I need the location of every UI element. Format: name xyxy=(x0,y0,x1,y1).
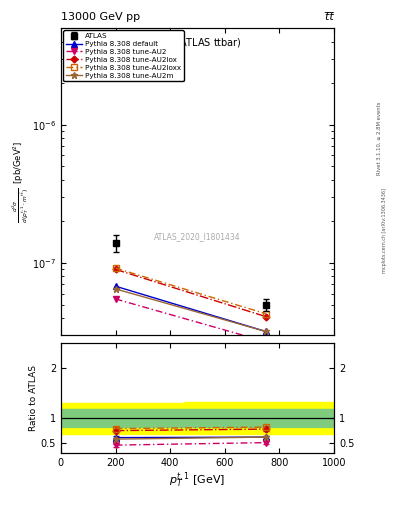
Text: mcplots.cern.ch [arXiv:1306.3436]: mcplots.cern.ch [arXiv:1306.3436] xyxy=(382,188,387,273)
Text: t̅t̅: t̅t̅ xyxy=(325,12,334,22)
Pythia 8.308 tune-AU2loxx xyxy=(263,311,268,317)
Y-axis label: $\frac{d^2\sigma}{d\,(p_T^{t,1}\cdot m^{t\bar{t}})}$  [pb/GeV$^2$]: $\frac{d^2\sigma}{d\,(p_T^{t,1}\cdot m^{… xyxy=(9,141,31,223)
Pythia 8.308 tune-AU2loxx xyxy=(113,265,118,271)
Text: 13000 GeV pp: 13000 GeV pp xyxy=(61,12,140,22)
Text: $p_T^{\rm top}$ (ATLAS ttbar): $p_T^{\rm top}$ (ATLAS ttbar) xyxy=(154,34,241,52)
Pythia 8.308 default xyxy=(113,283,118,289)
Pythia 8.308 default xyxy=(263,328,268,334)
Pythia 8.308 tune-AU2m xyxy=(263,328,268,334)
X-axis label: $p_T^{t,1}$ [GeV]: $p_T^{t,1}$ [GeV] xyxy=(169,471,226,491)
Legend: ATLAS, Pythia 8.308 default, Pythia 8.308 tune-AU2, Pythia 8.308 tune-AU2lox, Py: ATLAS, Pythia 8.308 default, Pythia 8.30… xyxy=(63,30,184,81)
Pythia 8.308 tune-AU2m xyxy=(113,286,118,292)
Line: Pythia 8.308 default: Pythia 8.308 default xyxy=(113,284,268,334)
Text: ATLAS_2020_I1801434: ATLAS_2020_I1801434 xyxy=(154,232,241,242)
Text: Rivet 3.1.10, ≥ 2.8M events: Rivet 3.1.10, ≥ 2.8M events xyxy=(377,101,382,175)
Pythia 8.308 tune-AU2 xyxy=(263,338,268,345)
Line: Pythia 8.308 tune-AU2: Pythia 8.308 tune-AU2 xyxy=(113,296,268,345)
Line: Pythia 8.308 tune-AU2m: Pythia 8.308 tune-AU2m xyxy=(112,286,269,335)
Pythia 8.308 tune-AU2 xyxy=(113,296,118,302)
Pythia 8.308 tune-AU2lox xyxy=(263,313,268,319)
Pythia 8.308 tune-AU2lox xyxy=(113,266,118,272)
Line: Pythia 8.308 tune-AU2lox: Pythia 8.308 tune-AU2lox xyxy=(113,267,268,319)
Y-axis label: Ratio to ATLAS: Ratio to ATLAS xyxy=(29,365,38,431)
Line: Pythia 8.308 tune-AU2loxx: Pythia 8.308 tune-AU2loxx xyxy=(113,265,268,316)
